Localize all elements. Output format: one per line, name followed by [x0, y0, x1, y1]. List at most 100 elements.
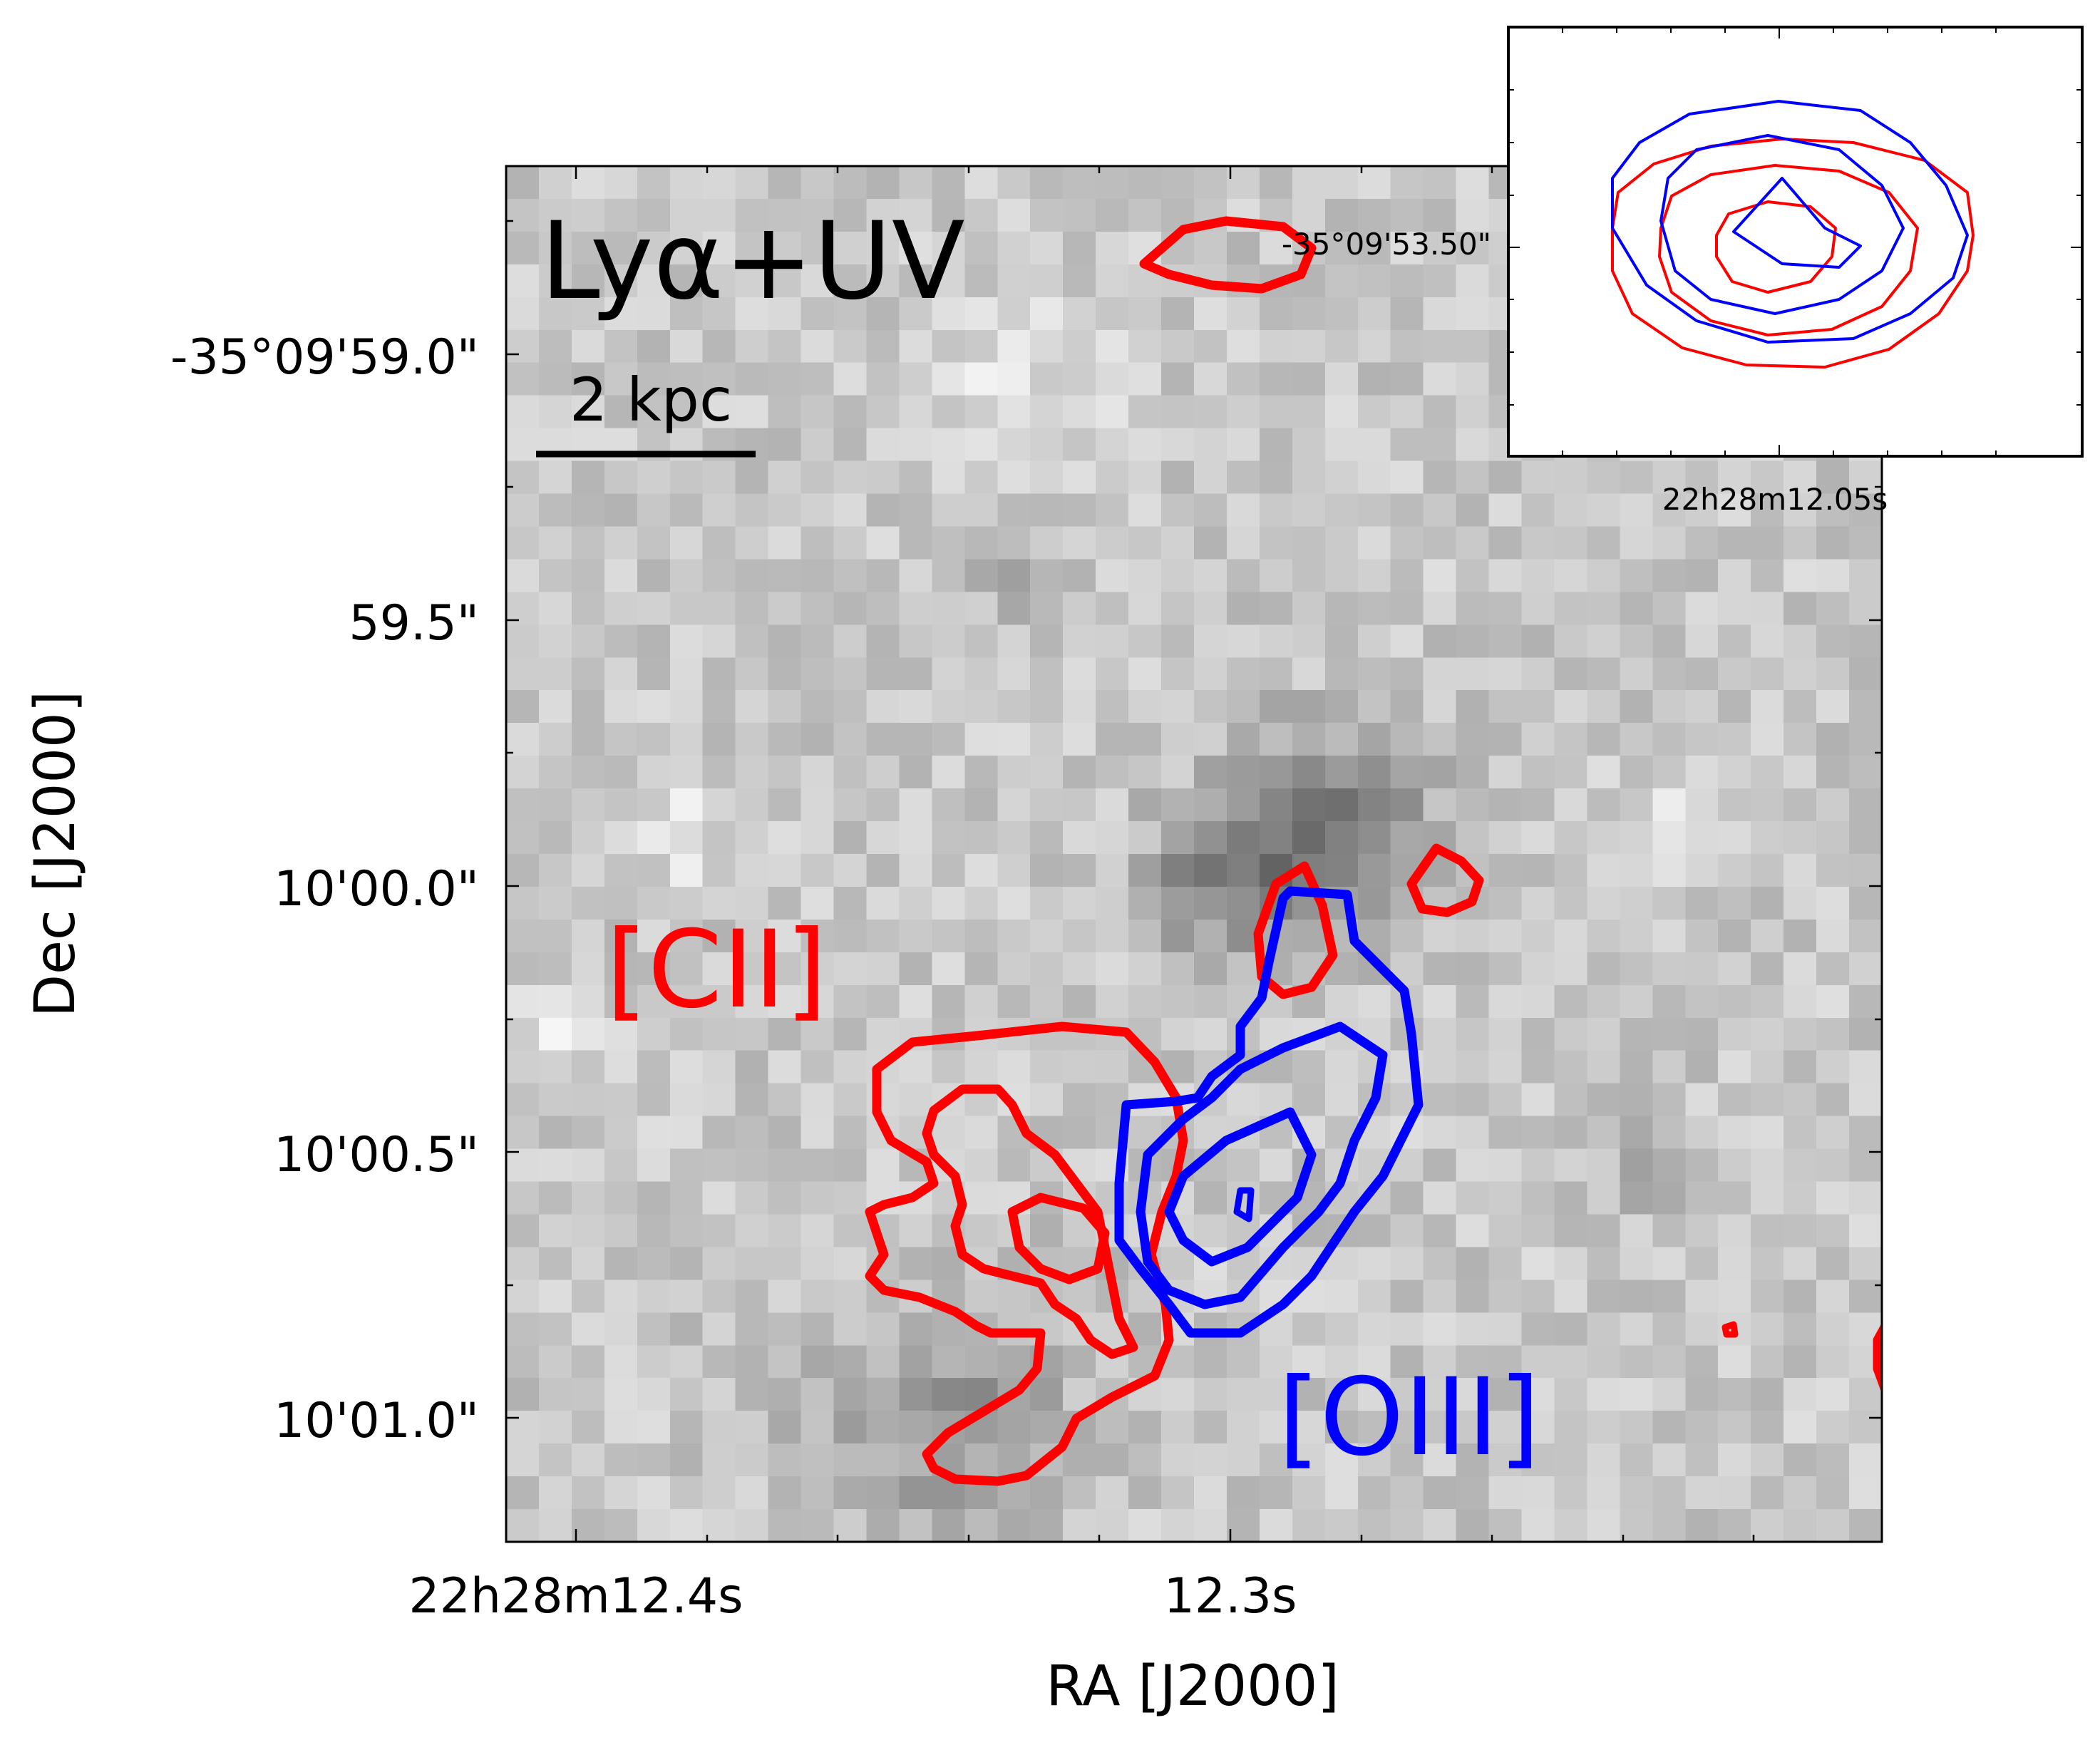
image-pixel — [1096, 166, 1129, 200]
image-pixel — [899, 362, 932, 396]
image-pixel — [702, 1247, 736, 1280]
image-pixel — [1652, 919, 1686, 953]
image-pixel — [997, 821, 1031, 855]
image-pixel — [1063, 559, 1096, 592]
image-pixel — [669, 1411, 704, 1444]
image-pixel — [1849, 1476, 1882, 1510]
image-pixel — [1521, 821, 1555, 855]
image-pixel — [1751, 460, 1784, 495]
image-pixel — [735, 1476, 769, 1510]
image-pixel — [1423, 592, 1457, 625]
image-pixel — [1652, 1378, 1686, 1411]
image-pixel — [1784, 723, 1817, 756]
image-pixel — [1226, 1509, 1260, 1542]
oiii-contour-outer — [1114, 886, 1424, 1338]
image-pixel — [1161, 657, 1195, 691]
image-pixel — [669, 526, 704, 560]
image-pixel — [702, 460, 736, 495]
image-pixel — [1816, 788, 1850, 822]
image-pixel — [571, 559, 605, 592]
image-pixel — [1423, 1411, 1457, 1444]
image-pixel — [833, 1247, 868, 1280]
image-pixel — [768, 329, 802, 364]
image-pixel — [1554, 919, 1588, 953]
image-pixel — [1751, 1214, 1784, 1248]
image-pixel — [702, 788, 736, 822]
image-pixel — [964, 1345, 998, 1379]
image-pixel — [1423, 493, 1457, 527]
image-pixel — [1685, 1476, 1719, 1510]
image-pixel — [1096, 788, 1129, 822]
image-pixel — [1456, 362, 1490, 396]
image-pixel — [768, 460, 802, 495]
image-pixel — [735, 984, 769, 1019]
image-pixel — [932, 493, 965, 527]
image-pixel — [1226, 493, 1260, 527]
image-pixel — [571, 1411, 605, 1444]
image-pixel — [899, 1411, 932, 1444]
image-pixel — [899, 559, 932, 592]
image-pixel — [1554, 821, 1588, 855]
image-pixel — [1620, 886, 1653, 920]
image-pixel — [899, 1378, 932, 1411]
image-pixel — [801, 1345, 835, 1379]
image-pixel — [997, 919, 1031, 953]
image-pixel — [702, 493, 736, 527]
image-pixel — [964, 592, 998, 625]
image-pixel — [833, 690, 868, 724]
image-pixel — [1816, 886, 1850, 920]
image-pixel — [833, 984, 868, 1019]
image-pixel — [964, 919, 998, 953]
image-pixel — [571, 984, 605, 1019]
image-pixel — [1128, 952, 1162, 986]
image-pixel — [1456, 1280, 1490, 1313]
image-pixel — [1652, 1411, 1686, 1444]
image-pixel — [1128, 166, 1162, 200]
image-pixel — [1161, 166, 1195, 200]
image-pixel — [1423, 1214, 1457, 1248]
image-pixel — [964, 952, 998, 986]
image-pixel — [1456, 1247, 1490, 1280]
image-pixel — [1226, 395, 1260, 429]
image-pixel — [1554, 886, 1588, 920]
image-pixel — [899, 624, 932, 658]
y-tick-label-4: 10'00.5" — [274, 1127, 479, 1183]
image-pixel — [1587, 723, 1620, 756]
image-pixel — [702, 1017, 736, 1051]
image-pixel — [899, 198, 932, 232]
image-pixel — [1324, 1050, 1359, 1084]
image-pixel — [506, 952, 540, 986]
image-pixel — [669, 756, 704, 789]
image-pixel — [1784, 460, 1817, 495]
image-pixel — [1554, 1443, 1588, 1477]
image-pixel — [1063, 1116, 1096, 1150]
image-pixel — [1128, 297, 1162, 331]
image-pixel — [932, 821, 965, 855]
image-pixel — [964, 559, 998, 592]
image-pixel — [1194, 952, 1227, 986]
image-pixel — [1390, 362, 1424, 396]
image-pixel — [1390, 395, 1424, 429]
image-pixel — [637, 1411, 671, 1444]
image-pixel — [1390, 1280, 1424, 1313]
image-pixel — [1652, 624, 1686, 658]
image-pixel — [735, 952, 769, 986]
image-pixel — [1652, 1312, 1686, 1346]
image-pixel — [1456, 1083, 1490, 1117]
image-pixel — [833, 362, 868, 396]
image-pixel — [1521, 1050, 1555, 1084]
image-pixel — [571, 1181, 605, 1215]
image-pixel — [735, 624, 769, 658]
image-pixel — [1194, 919, 1227, 953]
image-pixel — [604, 919, 638, 953]
image-pixel — [1096, 1476, 1129, 1510]
image-pixel — [1849, 1116, 1882, 1150]
image-pixel — [1357, 756, 1391, 789]
image-pixel — [1488, 756, 1523, 789]
image-pixel — [1096, 886, 1129, 920]
image-pixel — [1816, 1083, 1850, 1117]
image-pixel — [1259, 1411, 1293, 1444]
image-pixel — [604, 756, 638, 789]
image-pixel — [669, 592, 704, 625]
image-pixel — [1849, 952, 1882, 986]
